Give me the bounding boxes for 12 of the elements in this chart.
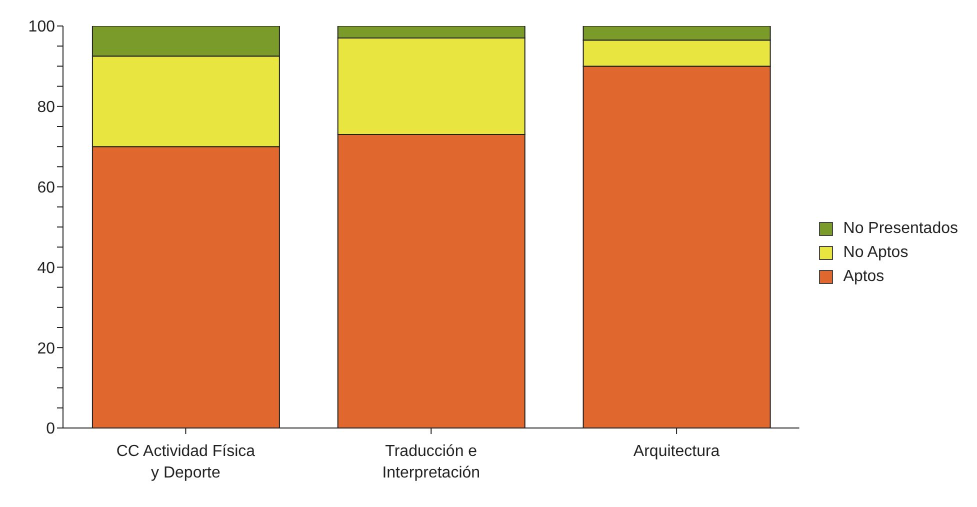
y-tick-label: 0 xyxy=(46,420,56,438)
x-tick-label: Traducción e Interpretación xyxy=(382,443,480,482)
y-tick-label: 100 xyxy=(28,18,56,36)
legend-label: No Aptos xyxy=(843,244,908,262)
y-tick-label: 20 xyxy=(37,340,56,358)
x-tick-label: Arquitectura xyxy=(633,443,720,460)
text: Aptos xyxy=(843,268,884,286)
legend-label: No Presentados xyxy=(843,220,958,238)
y-tick-label: 60 xyxy=(37,179,56,196)
y-tick-label: 40 xyxy=(37,260,56,277)
y-tick-label: 80 xyxy=(37,99,56,116)
x-tick-label: CC Actividad Física y Deporte xyxy=(116,443,256,482)
